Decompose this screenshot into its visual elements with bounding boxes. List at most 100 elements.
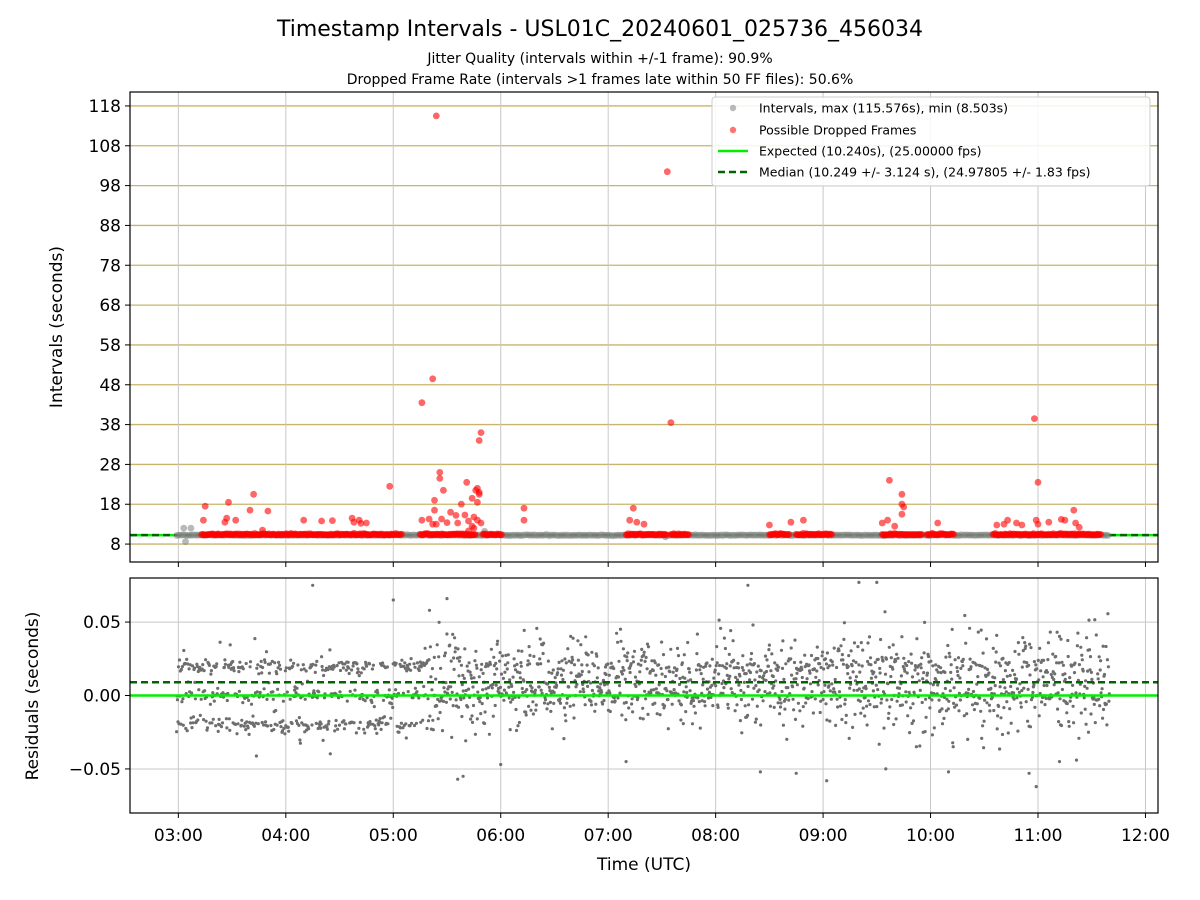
residual-point bbox=[957, 691, 962, 695]
residual-point bbox=[452, 667, 456, 672]
interval-point bbox=[961, 531, 969, 539]
interval-point bbox=[859, 532, 867, 539]
residual-point bbox=[946, 643, 950, 648]
residual-point bbox=[632, 649, 637, 653]
residual-point bbox=[294, 691, 298, 695]
residual-point bbox=[195, 665, 199, 669]
interval-point bbox=[569, 531, 577, 539]
residual-point bbox=[244, 661, 248, 666]
residual-point bbox=[534, 708, 538, 712]
dropped-frame-point bbox=[633, 518, 641, 526]
interval-point bbox=[587, 531, 595, 539]
residual-point bbox=[832, 687, 836, 691]
interval-point bbox=[611, 532, 619, 539]
residual-point bbox=[869, 676, 874, 680]
residual-point bbox=[422, 684, 426, 689]
residual-point bbox=[907, 690, 911, 694]
interval-point bbox=[956, 532, 964, 539]
residual-point bbox=[269, 723, 273, 728]
residual-point bbox=[461, 689, 465, 693]
residual-point bbox=[886, 716, 891, 721]
residual-point bbox=[207, 663, 211, 668]
residual-point bbox=[435, 704, 439, 708]
residual-point bbox=[952, 701, 956, 706]
residual-point bbox=[844, 713, 848, 718]
residual-point bbox=[608, 691, 612, 695]
residual-point bbox=[1101, 644, 1105, 648]
residual-point bbox=[918, 744, 922, 748]
interval-point bbox=[711, 531, 719, 539]
residual-point bbox=[909, 706, 913, 710]
residual-point bbox=[866, 699, 871, 703]
residual-point bbox=[504, 653, 508, 658]
residual-point bbox=[1002, 706, 1006, 710]
residual-point bbox=[617, 684, 622, 688]
residual-point bbox=[1013, 673, 1017, 677]
residual-point bbox=[641, 706, 645, 710]
residual-point bbox=[502, 698, 506, 702]
residual-point bbox=[1018, 682, 1022, 686]
residual-point bbox=[403, 661, 407, 665]
residual-point bbox=[638, 670, 642, 674]
residual-point bbox=[710, 657, 714, 661]
residual-point bbox=[981, 724, 985, 728]
residual-point bbox=[1029, 646, 1033, 650]
residual-point bbox=[854, 675, 859, 679]
interval-point bbox=[180, 524, 188, 532]
residual-point bbox=[567, 685, 571, 689]
residual-point bbox=[715, 645, 719, 649]
residual-point bbox=[940, 722, 945, 726]
residual-point bbox=[225, 726, 229, 730]
residual-point bbox=[848, 686, 852, 690]
residual-point bbox=[891, 667, 895, 671]
residual-point bbox=[681, 722, 685, 726]
residual-point bbox=[389, 716, 393, 720]
residual-point bbox=[798, 709, 802, 713]
interval-point bbox=[560, 532, 567, 539]
residual-point bbox=[486, 686, 491, 690]
residual-point bbox=[198, 665, 202, 670]
residual-point bbox=[1015, 696, 1019, 700]
residual-point bbox=[602, 698, 606, 703]
residual-point bbox=[463, 647, 467, 651]
interval-point bbox=[601, 531, 609, 539]
interval-point bbox=[964, 531, 972, 539]
residual-point bbox=[465, 664, 469, 668]
residual-point bbox=[298, 741, 302, 745]
residual-point bbox=[328, 752, 332, 756]
residual-point bbox=[1072, 721, 1076, 725]
interval-point bbox=[539, 532, 546, 539]
residual-point bbox=[615, 631, 619, 635]
residual-point bbox=[714, 684, 718, 688]
residual-point bbox=[800, 667, 804, 672]
interval-point bbox=[174, 531, 182, 539]
interval-point bbox=[598, 531, 606, 539]
interval-point bbox=[759, 531, 767, 539]
residual-point bbox=[812, 667, 817, 671]
residual-point bbox=[616, 640, 620, 644]
residual-point bbox=[1094, 633, 1098, 637]
residual-point bbox=[807, 663, 811, 667]
residual-point bbox=[385, 665, 389, 669]
interval-point bbox=[980, 531, 988, 539]
residual-point bbox=[296, 663, 300, 667]
residual-point bbox=[908, 731, 912, 735]
residual-point bbox=[260, 720, 264, 725]
residual-point bbox=[449, 659, 453, 663]
residual-point bbox=[723, 646, 728, 651]
residual-point bbox=[395, 724, 399, 728]
residual-point bbox=[491, 682, 495, 687]
residual-point bbox=[892, 722, 896, 727]
residual-point bbox=[363, 699, 367, 703]
interval-point bbox=[864, 531, 872, 539]
residual-point bbox=[542, 701, 547, 705]
residual-point bbox=[445, 597, 449, 601]
residual-point bbox=[1077, 663, 1081, 667]
residual-point bbox=[720, 664, 725, 668]
residuals-y-axis-label: Residuals (seconds) bbox=[23, 612, 43, 781]
residual-point bbox=[575, 682, 579, 687]
residual-point bbox=[904, 700, 908, 704]
residual-point bbox=[744, 672, 748, 676]
residual-point bbox=[754, 684, 758, 688]
residual-point bbox=[657, 683, 661, 687]
